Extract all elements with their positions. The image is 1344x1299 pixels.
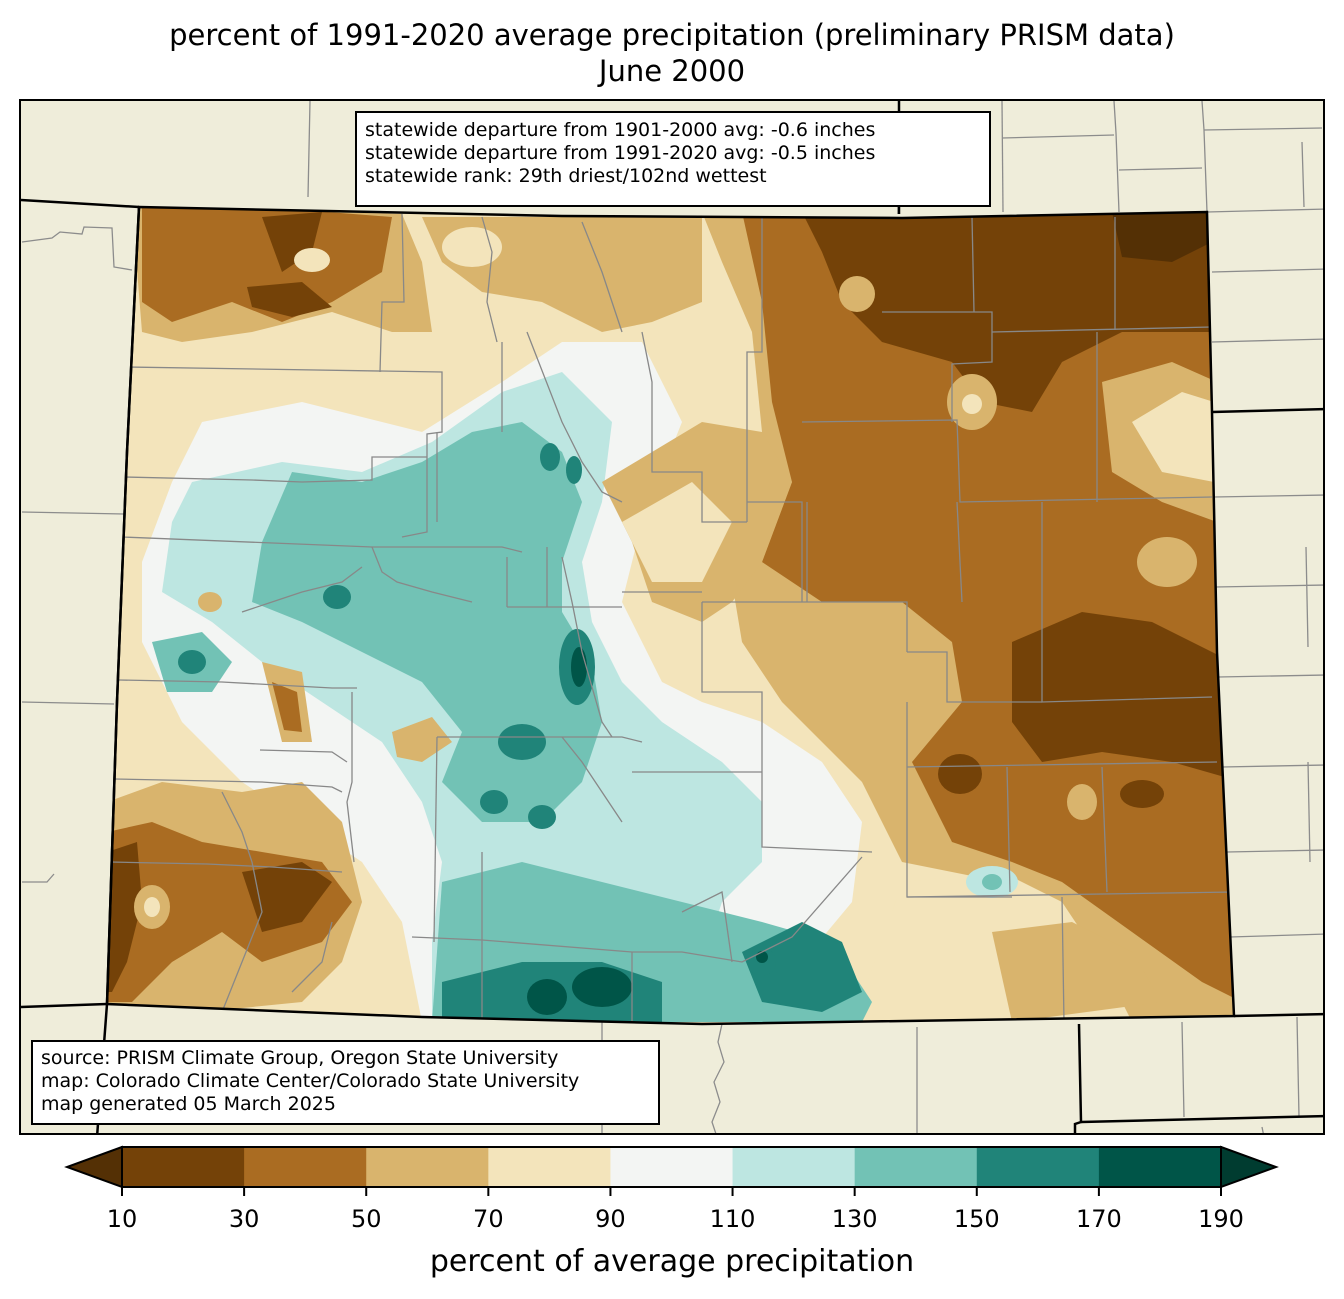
colorbar-tick-label: 30 [228, 1205, 260, 1233]
colorbar-tick-label: 150 [953, 1205, 1000, 1233]
colorbar-segment-10-30 [122, 1147, 245, 1187]
colorbar-tick-label: 170 [1075, 1205, 1122, 1233]
statewide-stats-box: statewide departure from 1901-2000 avg: … [355, 111, 991, 207]
colorbar-segment-110-130 [732, 1147, 856, 1187]
source-credit-box: source: PRISM Climate Group, Oregon Stat… [31, 1040, 660, 1125]
colorbar-segment-50-70 [366, 1147, 489, 1187]
colorbar-segment-70-90 [488, 1147, 611, 1187]
colorbar-under-arrow [64, 1145, 123, 1189]
map-title: percent of 1991-2020 average precipitati… [169, 18, 1175, 52]
colorbar-segment-150-170 [976, 1147, 1100, 1187]
colorbar-segment-130-150 [854, 1147, 978, 1187]
stats-line-1991-2020: statewide departure from 1991-2020 avg: … [365, 142, 876, 164]
colorbar-tick-label: 110 [709, 1205, 756, 1233]
colorbar-outline [121, 1146, 1222, 1188]
map-credit-line: map: Colorado Climate Center/Colorado St… [41, 1070, 580, 1092]
precipitation-map [21, 101, 1323, 1133]
colorbar-tick-label: 190 [1198, 1205, 1244, 1233]
precipitation-field [107, 207, 1234, 1024]
colorbar-over-arrow [1220, 1145, 1279, 1189]
colorbar-tick-label: 70 [473, 1205, 504, 1233]
colorbar [64, 1145, 1279, 1196]
stats-line-rank: statewide rank: 29th driest/102nd wettes… [365, 165, 767, 187]
generated-date-line: map generated 05 March 2025 [41, 1093, 336, 1115]
source-line: source: PRISM Climate Group, Oregon Stat… [41, 1047, 559, 1069]
map-subtitle: June 2000 [598, 54, 746, 88]
county-lines [109, 213, 1234, 1023]
colorbar-tick-label: 130 [831, 1205, 878, 1233]
colorbar-label: percent of average precipitation [429, 1244, 915, 1279]
colorbar-tick-label: 90 [595, 1205, 626, 1233]
colorbar-tick-label: 10 [106, 1205, 138, 1233]
map-area [19, 99, 1325, 1135]
colorbar-segment-90-110 [610, 1147, 734, 1187]
colorbar-segment-170-190 [1098, 1147, 1222, 1187]
colorbar-tick-label: 50 [350, 1205, 382, 1233]
stats-line-1901-2000: statewide departure from 1901-2000 avg: … [365, 119, 876, 141]
colorbar-segment-30-50 [244, 1147, 367, 1187]
